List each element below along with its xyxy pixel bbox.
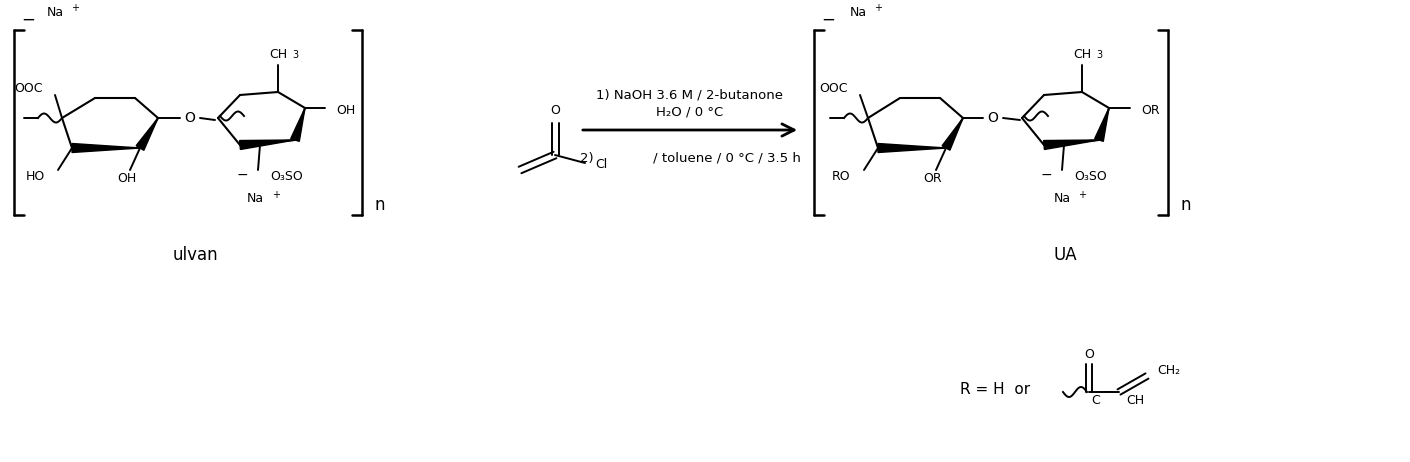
Text: OH: OH — [336, 103, 355, 116]
Text: R = H  or: R = H or — [960, 383, 1031, 397]
Text: OOC: OOC — [14, 81, 42, 95]
Text: Na: Na — [1053, 192, 1070, 205]
Text: HO: HO — [25, 170, 45, 183]
Text: CH₂: CH₂ — [1158, 364, 1180, 377]
Text: OR: OR — [924, 171, 942, 184]
Text: H₂O / 0 °C: H₂O / 0 °C — [657, 105, 723, 118]
Text: 3: 3 — [1096, 50, 1103, 60]
Text: −: − — [1101, 385, 1112, 399]
Polygon shape — [72, 144, 140, 152]
Text: CH: CH — [1073, 48, 1091, 61]
Text: Cl: Cl — [595, 158, 608, 171]
Text: 1) NaOH 3.6 M / 2-butanone: 1) NaOH 3.6 M / 2-butanone — [596, 89, 784, 102]
Text: n: n — [374, 196, 385, 214]
Text: CH: CH — [1127, 394, 1144, 407]
Text: 2)              / toluene / 0 °C / 3.5 h: 2) / toluene / 0 °C / 3.5 h — [580, 152, 801, 164]
Text: OOC: OOC — [819, 81, 847, 95]
Polygon shape — [240, 140, 295, 150]
Text: Na: Na — [47, 6, 63, 18]
Polygon shape — [942, 118, 963, 150]
Text: RO: RO — [832, 170, 850, 183]
Text: CH: CH — [269, 48, 288, 61]
Polygon shape — [137, 118, 158, 150]
Text: O₃SO: O₃SO — [1074, 170, 1107, 183]
Polygon shape — [878, 144, 946, 152]
Text: O: O — [987, 111, 998, 125]
Text: O: O — [550, 104, 560, 117]
Text: +: + — [874, 3, 883, 13]
Text: −: − — [237, 168, 248, 182]
Text: −: − — [821, 11, 835, 29]
Polygon shape — [1043, 140, 1098, 150]
Text: +: + — [1079, 190, 1086, 200]
Text: OH: OH — [117, 171, 137, 184]
Text: Na: Na — [849, 6, 867, 18]
Text: Na: Na — [247, 192, 264, 205]
Text: ulvan: ulvan — [172, 246, 217, 264]
Text: −: − — [1041, 168, 1052, 182]
Text: O: O — [1084, 347, 1094, 360]
Text: n: n — [1180, 196, 1190, 214]
Text: O₃SO: O₃SO — [269, 170, 303, 183]
Text: C: C — [1091, 394, 1100, 407]
Text: UA: UA — [1053, 246, 1077, 264]
Polygon shape — [290, 108, 305, 141]
Text: +: + — [70, 3, 79, 13]
Text: OR: OR — [1141, 103, 1159, 116]
Text: +: + — [272, 190, 281, 200]
Text: 3: 3 — [292, 50, 298, 60]
Text: −: − — [21, 11, 35, 29]
Text: O: O — [185, 111, 196, 125]
Polygon shape — [1094, 108, 1110, 141]
